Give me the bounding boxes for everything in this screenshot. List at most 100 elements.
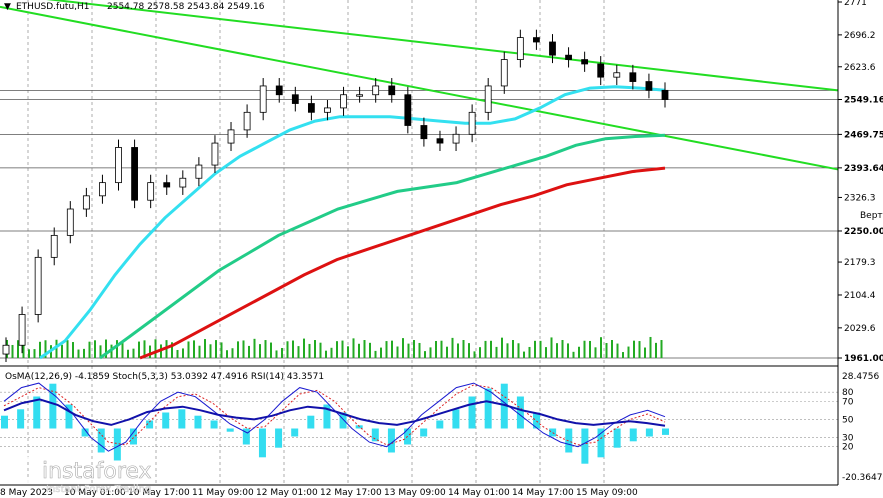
osma-bar: [226, 428, 234, 432]
symbol-dropdown-icon[interactable]: ▼: [4, 2, 11, 12]
price-tick-label: 2104.4: [844, 291, 876, 301]
candle-body: [436, 138, 444, 144]
indicator-axis-label: 50: [842, 415, 854, 425]
volume-bar: [319, 342, 322, 358]
volume-bar: [594, 347, 597, 358]
candle-body: [66, 208, 74, 236]
osma-bar: [33, 396, 41, 429]
osma-bar: [323, 404, 331, 429]
volume-bar: [55, 339, 58, 358]
volume-bar: [182, 348, 184, 358]
volume-bar: [567, 343, 569, 358]
volume-bar: [396, 346, 399, 358]
volume-bar: [550, 337, 553, 358]
candle-body: [115, 147, 122, 184]
indicator-title: OsMA(12,26,9) -4.1859 Stoch(5,3,3) 53.03…: [5, 372, 324, 382]
volume-bar: [66, 340, 69, 358]
volume-bar: [220, 342, 223, 358]
candle-body: [259, 85, 267, 113]
volume-bar: [462, 340, 465, 358]
indicator-panel: [0, 382, 838, 464]
volume-bar: [556, 343, 558, 358]
volume-bar: [517, 343, 520, 358]
volume-bar: [330, 347, 333, 358]
volume-bar: [242, 340, 245, 358]
osma-bar: [500, 383, 508, 429]
volume-bar: [578, 346, 580, 358]
volume-bar: [605, 343, 608, 358]
indicator-axis-label: 70: [842, 397, 854, 407]
volume-bar: [237, 341, 239, 358]
osma-bar: [258, 428, 266, 458]
candle-body: [195, 164, 203, 179]
volume-bar: [429, 347, 432, 358]
vertical-grid: [27, 0, 605, 485]
watermark-tagline: Instant Forex Trading: [46, 484, 151, 495]
volume-bar: [407, 343, 410, 358]
volume-bar: [325, 350, 327, 358]
volume-bars: [6, 336, 663, 358]
volume-bar: [11, 344, 14, 358]
ma_fast-line: [39, 85, 666, 360]
volume-bar: [28, 349, 30, 358]
price-tick-label: 1961.00: [844, 354, 883, 364]
volume-bar: [83, 348, 85, 358]
candle-body: [645, 81, 653, 91]
volume-bar: [44, 340, 47, 358]
volume-bar: [440, 340, 443, 358]
moving-averages: [39, 85, 666, 360]
price-tick-label: 2393.64: [844, 164, 883, 174]
candle-body: [629, 72, 637, 82]
ma_slow-line: [139, 166, 666, 360]
volume-bar: [204, 339, 206, 358]
volume-bar: [138, 341, 140, 358]
volume-bar: [231, 348, 234, 358]
volume-bar: [369, 342, 371, 358]
osma-bar: [49, 383, 57, 429]
volume-bar: [660, 340, 663, 358]
candle-body: [597, 63, 605, 78]
candle-body: [661, 89, 669, 100]
price-tick-label: 2549.16: [844, 96, 883, 106]
price-tick-label: 2250.00: [844, 227, 883, 237]
volume-bar: [105, 339, 107, 358]
osma-bar: [146, 420, 154, 429]
volume-bar: [501, 337, 503, 358]
time-tick-label: 10 May 17:00: [128, 488, 190, 498]
volume-bar: [374, 350, 377, 358]
volume-bar: [215, 340, 217, 358]
volume-bar: [292, 340, 294, 358]
symbol-label: ETHUSD.futu,H1: [16, 2, 90, 12]
volume-bar: [116, 340, 118, 358]
main-plot-area: [0, 0, 838, 366]
candle-body: [340, 94, 347, 109]
osma-bar: [549, 428, 557, 437]
osma-bar: [468, 396, 476, 429]
candle-body: [179, 177, 187, 188]
volume-bar: [468, 343, 470, 358]
osma-bar: [129, 428, 137, 445]
indicator-axis-label: 80: [842, 388, 854, 398]
volume-bar: [484, 340, 487, 358]
volume-bar: [446, 346, 448, 358]
candle-body: [516, 37, 524, 60]
candle-body: [18, 314, 26, 346]
volume-bar: [457, 343, 459, 358]
indicator-axis-label: 20: [842, 443, 854, 453]
volume-bar: [61, 344, 63, 358]
candle-body: [388, 85, 396, 96]
price-tick-label: 2029.6: [844, 324, 876, 334]
osma-bar: [597, 428, 605, 458]
volume-bar: [143, 340, 146, 358]
volume-bar: [479, 347, 481, 358]
volume-bar: [132, 348, 135, 358]
volume-bar: [534, 340, 536, 358]
volume-bar: [154, 339, 157, 358]
volume-bar: [589, 340, 591, 358]
volume-bar: [435, 340, 437, 358]
time-tick-label: 12 May 17:00: [320, 488, 382, 498]
volume-bar: [490, 340, 492, 358]
osma-bar: [307, 415, 315, 429]
volume-bar: [226, 350, 228, 358]
osma-bar: [436, 420, 444, 429]
